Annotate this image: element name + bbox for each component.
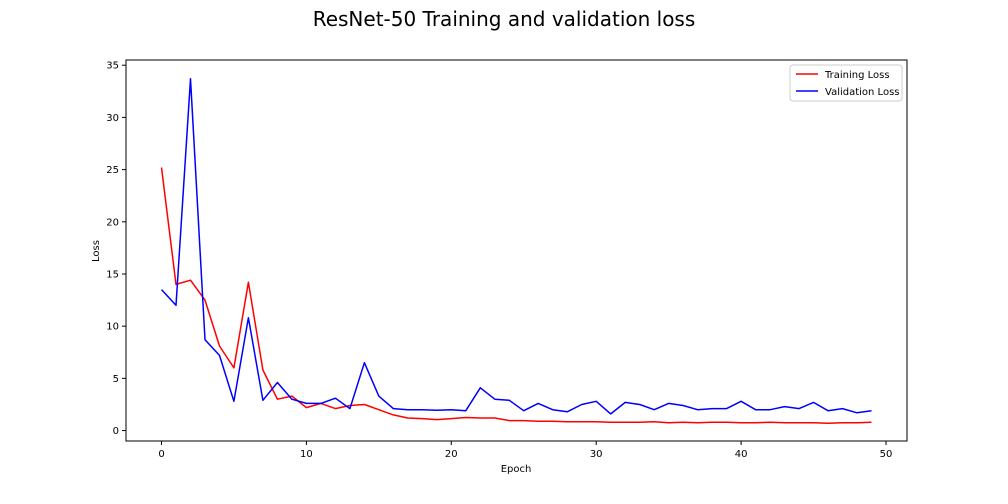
x-tick-label: 40 bbox=[735, 449, 748, 460]
legend-label-validation-loss: Validation Loss bbox=[825, 87, 900, 98]
x-tick-label: 30 bbox=[590, 449, 603, 460]
y-tick-label: 5 bbox=[113, 374, 119, 385]
x-tick-label: 50 bbox=[880, 449, 893, 460]
y-tick-label: 25 bbox=[106, 165, 119, 176]
legend-label-training-loss: Training Loss bbox=[824, 70, 890, 81]
chart-title: ResNet-50 Training and validation loss bbox=[313, 7, 696, 31]
series-line-training-loss bbox=[160, 167, 872, 425]
y-tick-label: 0 bbox=[113, 426, 119, 437]
plot-area: 0 10 20 30 40 50 0 5 10 15 20 25 30 35 bbox=[106, 59, 908, 460]
series-line-validation-loss bbox=[160, 78, 872, 415]
x-tick-label: 10 bbox=[300, 449, 313, 460]
legend: Training Loss Validation Loss bbox=[789, 64, 903, 102]
x-axis-label: Epoch bbox=[501, 464, 532, 475]
series-lines bbox=[160, 78, 872, 425]
y-tick-label: 10 bbox=[106, 322, 119, 333]
x-axis: 0 10 20 30 40 50 bbox=[158, 441, 892, 460]
y-tick-label: 35 bbox=[106, 61, 119, 72]
y-tick-label: 30 bbox=[106, 113, 119, 124]
y-axis: 0 5 10 15 20 25 30 35 bbox=[106, 61, 126, 437]
y-tick-label: 15 bbox=[106, 269, 119, 280]
y-tick-label: 20 bbox=[106, 217, 119, 228]
axes-frame bbox=[125, 59, 908, 442]
x-tick-label: 20 bbox=[445, 449, 458, 460]
y-axis-label: Loss bbox=[91, 240, 102, 262]
x-tick-label: 0 bbox=[158, 449, 164, 460]
